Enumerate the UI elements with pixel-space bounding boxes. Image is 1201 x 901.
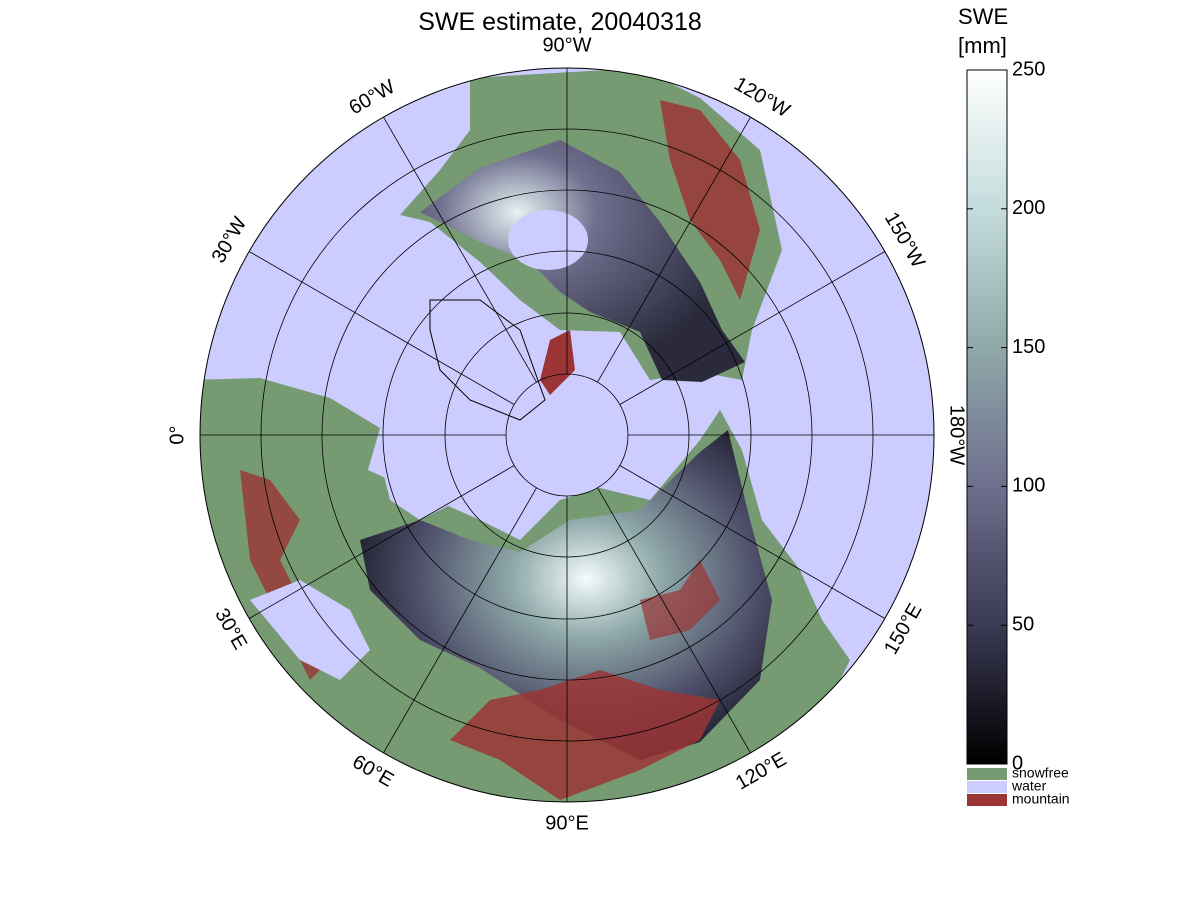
title: SWE estimate, 20040318	[418, 8, 702, 36]
colorbar-tick-label: 150	[1012, 336, 1045, 358]
sea	[250, 580, 370, 680]
greenland-outline	[429, 299, 546, 421]
meridian	[619, 465, 886, 619]
meridian	[619, 251, 886, 405]
colorbar-label: [mm]	[958, 33, 1007, 58]
colorbar-tick-label: 0	[1012, 752, 1023, 774]
colorbar: SWE [mm] 0 50 100 150 200 250 snowfreewatermou…	[958, 4, 1070, 807]
mountain	[540, 330, 575, 395]
colorbar-label: SWE	[958, 4, 1008, 29]
sea	[380, 460, 460, 520]
legend-label: water	[1011, 778, 1047, 794]
meridian	[383, 116, 537, 383]
hudson-bay	[508, 210, 588, 270]
map	[200, 68, 934, 802]
colorbar-tick-label: 250	[1012, 58, 1045, 80]
longitude-label: 90°E	[545, 812, 589, 834]
graticule	[199, 67, 935, 803]
meridian	[383, 487, 537, 754]
mountain	[450, 670, 720, 800]
colorbar-tick-label: 100	[1012, 475, 1045, 497]
legend-swatch	[967, 781, 1007, 793]
meridian	[597, 116, 751, 383]
colorbar-tick-label: 200	[1012, 197, 1045, 219]
colorbar-gradient	[966, 69, 1008, 765]
longitude-label: 180°W	[946, 405, 968, 465]
mountain	[660, 100, 760, 300]
meridian	[248, 251, 515, 405]
longitude-label: 90°W	[542, 34, 591, 56]
snow-eurasia	[360, 430, 772, 760]
colorbar-tick-label: 50	[1012, 613, 1034, 635]
meridian	[248, 465, 515, 619]
legend-label: snowfree	[1012, 765, 1069, 781]
longitude-label: 0°	[166, 425, 188, 444]
legend-swatch	[967, 768, 1007, 780]
legend-swatch	[967, 794, 1007, 806]
legend-label: mountain	[1012, 791, 1070, 807]
snow-north-america	[420, 140, 745, 382]
meridian	[597, 487, 751, 754]
mountain	[640, 560, 720, 640]
